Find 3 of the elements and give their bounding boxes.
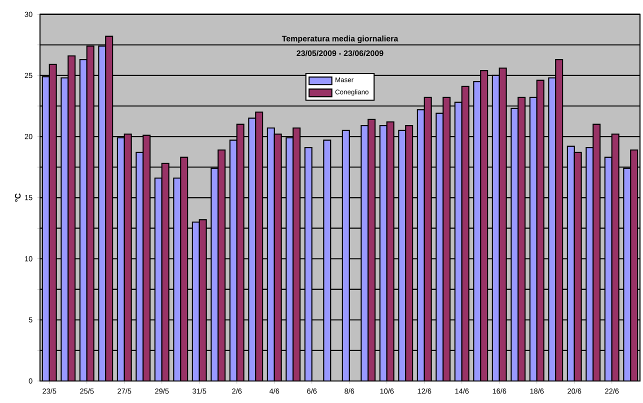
y-axis-title: °C bbox=[14, 193, 21, 202]
text: Temperatura media giornaliera bbox=[282, 36, 398, 44]
text: 23/05/2009 - 23/06/2009 bbox=[296, 50, 384, 56]
